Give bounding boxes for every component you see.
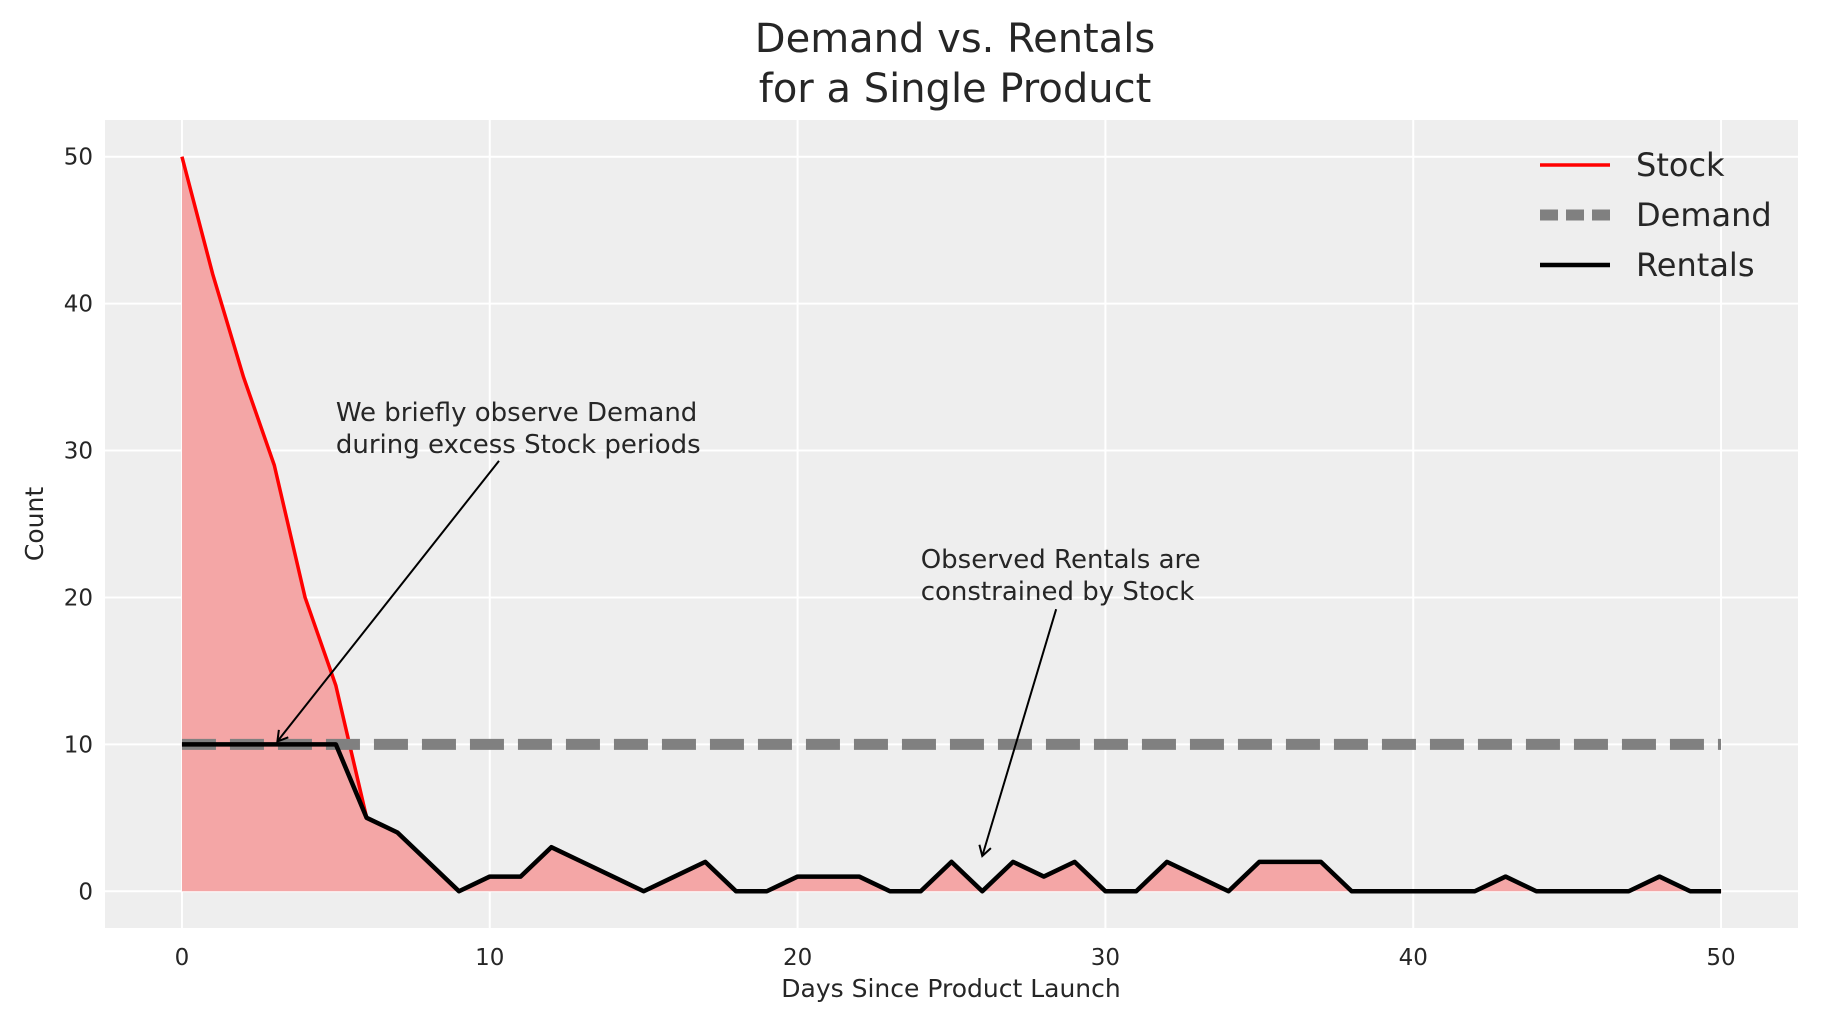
x-tick-label: 0 [175,945,190,971]
y-tick-label: 40 [64,292,93,318]
stock-area-fill [181,156,1722,892]
annotation-demand-text: during excess Stock periods [336,430,701,460]
x-tick-label: 50 [1706,945,1735,971]
series-layer [180,156,1722,894]
y-tick-label: 50 [64,145,93,171]
annotation-demand-arrow [276,460,500,743]
rentals-line [181,742,1722,894]
y-tick-label: 0 [78,879,93,905]
y-tick-labels: 0 10 20 30 40 50 [64,145,93,906]
chart-title-line1: Demand vs. Rentals [755,16,1155,62]
legend: Stock Demand Rentals [1540,146,1772,284]
x-tick-labels: 0 10 20 30 40 50 [175,945,1736,971]
legend-label-demand: Demand [1636,196,1772,234]
legend-label-rentals: Rentals [1636,246,1754,284]
stock-fill-layer [181,156,1722,892]
x-axis-label: Days Since Product Launch [781,974,1120,1003]
annotation-demand-text: We briefly observe Demand [336,398,697,428]
x-tick-label: 20 [783,945,812,971]
annotation-rentals-text: Observed Rentals are [921,545,1201,575]
y-tick-label: 10 [64,732,93,758]
annotation-rentals-text: constrained by Stock [921,577,1195,607]
x-tick-label: 30 [1091,945,1120,971]
y-tick-label: 30 [64,439,93,465]
x-tick-label: 10 [475,945,504,971]
y-tick-label: 20 [64,585,93,611]
y-axis-label: Count [20,487,49,561]
legend-label-stock: Stock [1636,146,1725,184]
chart-title-line2: for a Single Product [759,66,1152,112]
annotation-rentals-arrow [978,608,1058,858]
plot-area [105,120,1798,928]
x-tick-label: 40 [1399,945,1428,971]
